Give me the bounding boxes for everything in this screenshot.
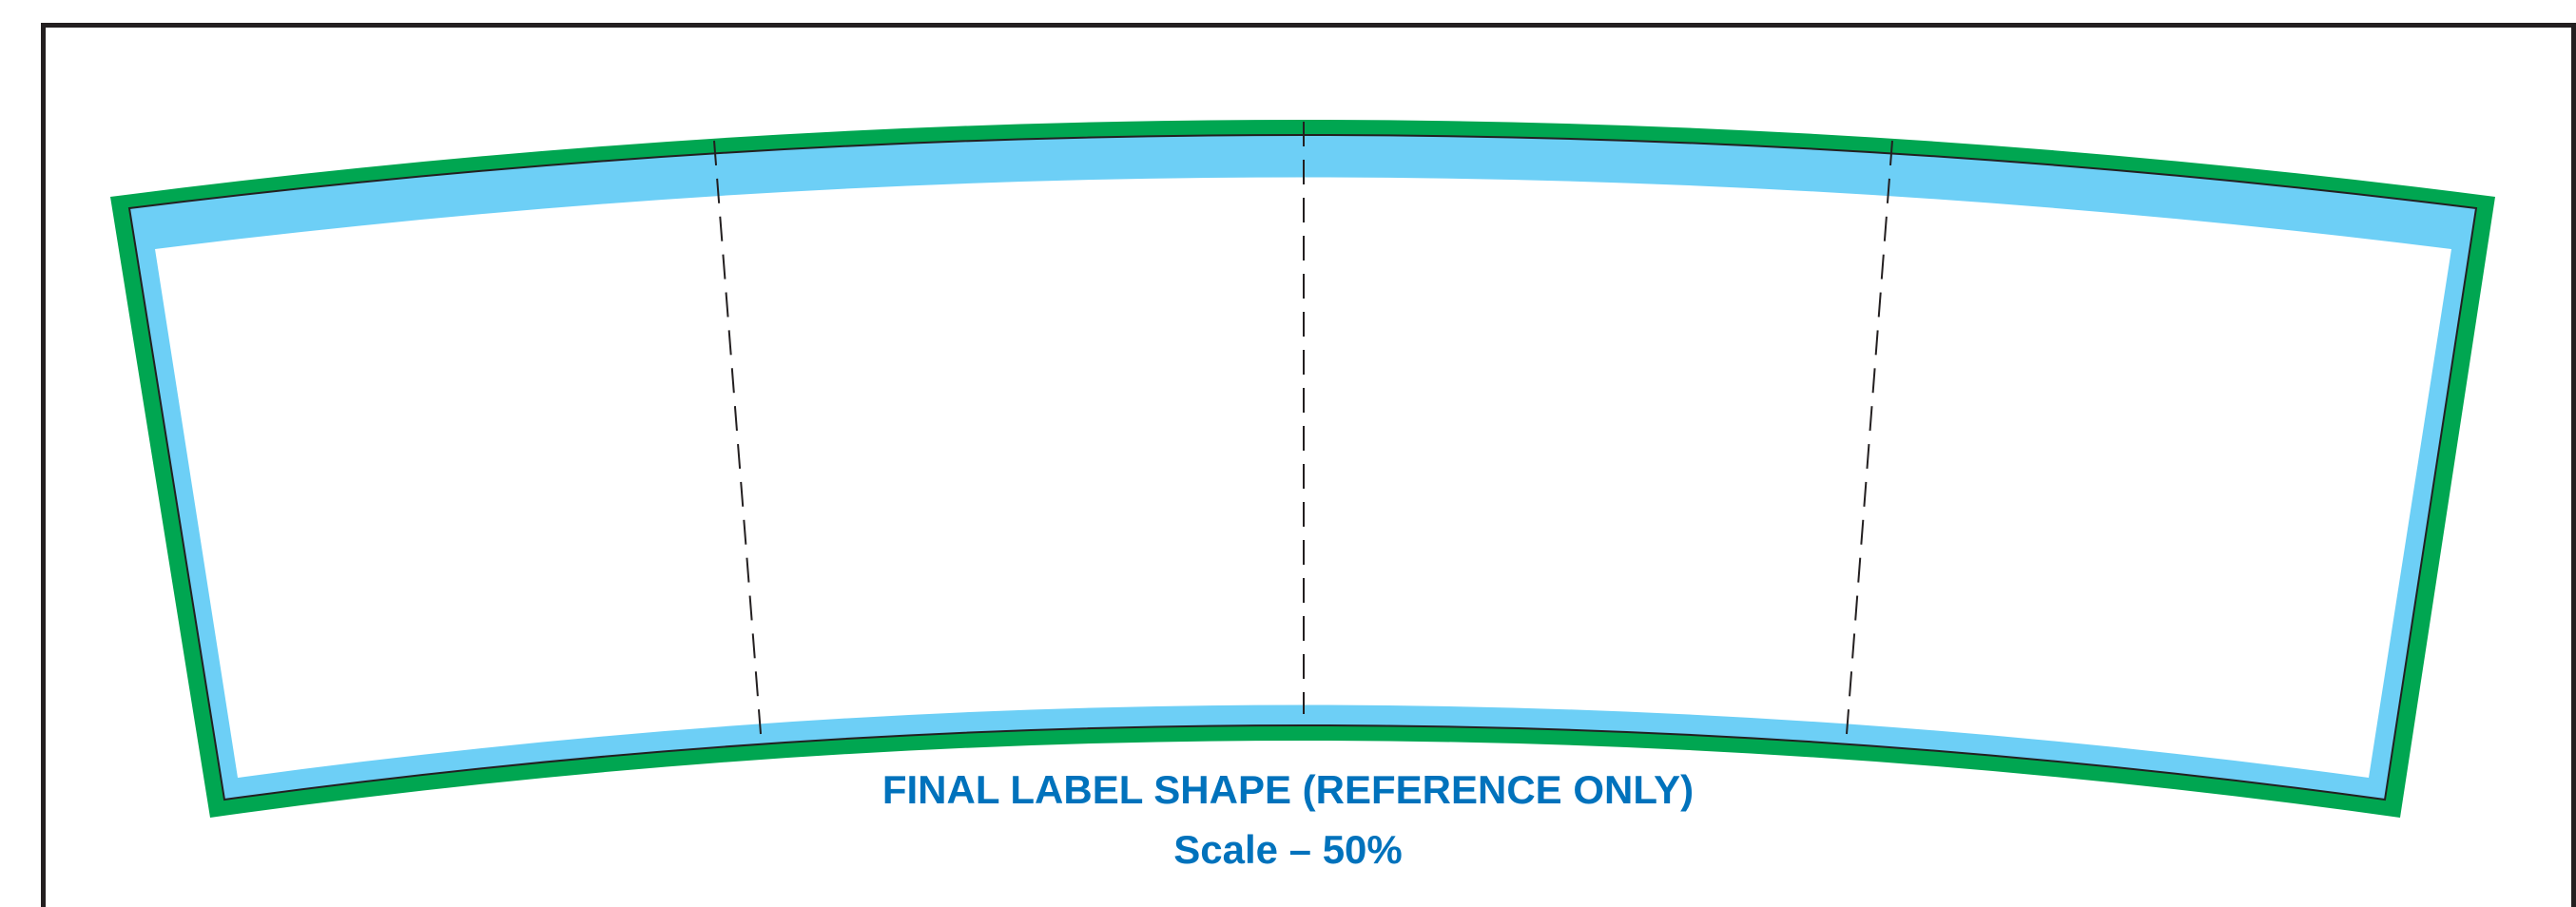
artboard-frame [41, 23, 2576, 907]
fold-line-right [1846, 140, 1893, 735]
caption-scale: Scale – 50% [1173, 827, 1403, 872]
caption-title: FINAL LABEL SHAPE (REFERENCE ONLY) [881, 767, 1695, 812]
fold-line-left [713, 140, 762, 735]
